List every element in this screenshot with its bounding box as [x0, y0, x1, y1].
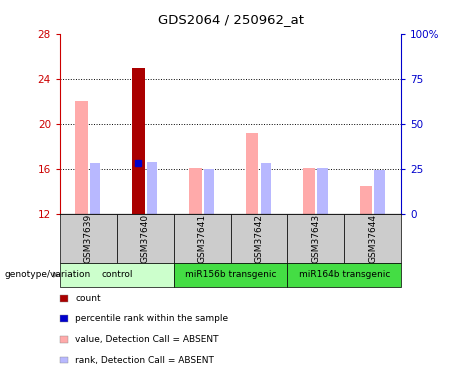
Bar: [260, 163, 271, 214]
Bar: [303, 168, 315, 214]
Text: GSM37640: GSM37640: [141, 214, 150, 262]
Bar: [132, 68, 145, 214]
Text: GDS2064 / 250962_at: GDS2064 / 250962_at: [158, 13, 303, 26]
Text: genotype/variation: genotype/variation: [5, 270, 91, 279]
Bar: [174, 262, 287, 287]
Bar: [174, 214, 230, 262]
Text: rank, Detection Call = ABSENT: rank, Detection Call = ABSENT: [75, 356, 214, 364]
Bar: [204, 169, 214, 214]
Bar: [318, 168, 328, 214]
Bar: [117, 214, 174, 262]
Text: miR156b transgenic: miR156b transgenic: [185, 270, 276, 279]
Bar: [246, 133, 258, 214]
Text: count: count: [75, 294, 101, 303]
Text: GSM37641: GSM37641: [198, 214, 207, 262]
Bar: [287, 214, 344, 262]
Text: miR164b transgenic: miR164b transgenic: [299, 270, 390, 279]
Text: percentile rank within the sample: percentile rank within the sample: [75, 314, 228, 323]
Text: GSM37639: GSM37639: [84, 213, 93, 263]
Bar: [60, 214, 117, 262]
Text: GSM37642: GSM37642: [254, 214, 263, 262]
Text: GSM37644: GSM37644: [368, 214, 377, 262]
Bar: [230, 214, 287, 262]
Text: control: control: [101, 270, 132, 279]
Bar: [132, 68, 145, 214]
Text: value, Detection Call = ABSENT: value, Detection Call = ABSENT: [75, 335, 219, 344]
Bar: [287, 262, 401, 287]
Bar: [344, 214, 401, 262]
Bar: [189, 168, 201, 214]
Bar: [90, 163, 100, 214]
Bar: [360, 186, 372, 214]
Text: GSM37643: GSM37643: [311, 214, 320, 262]
Bar: [374, 170, 384, 214]
Bar: [75, 101, 88, 214]
Bar: [147, 162, 157, 214]
Bar: [60, 262, 174, 287]
